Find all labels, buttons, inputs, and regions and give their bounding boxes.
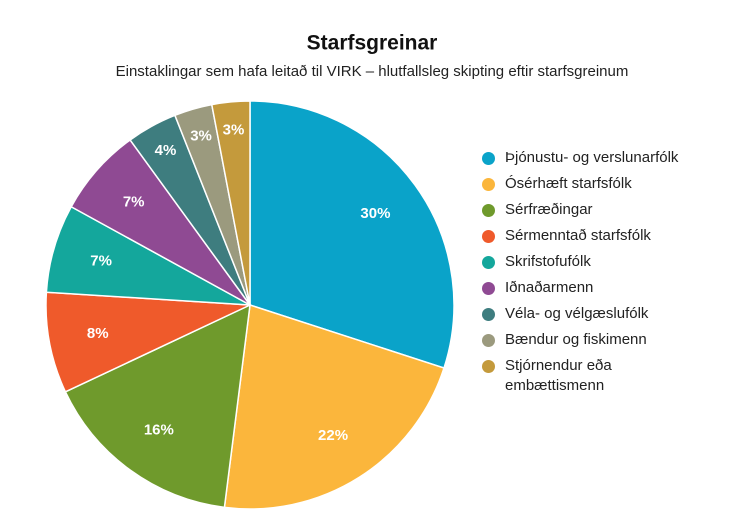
legend-item: Þjónustu- og verslunarfólk: [482, 148, 712, 168]
data-label: 7%: [90, 253, 112, 270]
legend-swatch: [482, 230, 495, 243]
data-label: 8%: [87, 325, 109, 342]
legend-swatch: [482, 334, 495, 347]
legend-swatch: [482, 282, 495, 295]
legend-swatch: [482, 178, 495, 191]
legend-swatch: [482, 360, 495, 373]
pie-slice: [249, 100, 455, 369]
data-label: 7%: [123, 193, 145, 210]
legend-label: Sérfræðingar: [505, 201, 593, 218]
pie-slice: [64, 303, 251, 509]
data-label: 22%: [318, 427, 348, 444]
legend-swatch: [482, 256, 495, 269]
legend-item: Véla- og vélgæslufólk: [482, 304, 712, 324]
data-label: 30%: [360, 205, 390, 222]
legend-item: Iðnaðarmenn: [482, 278, 712, 298]
legend-item: Skrifstofufólk: [482, 252, 712, 272]
legend-item: Ósérhæft starfsfólk: [482, 174, 712, 194]
pie-slice: [223, 304, 445, 510]
legend-label: Skrifstofufólk: [505, 253, 591, 270]
pie-slice: [210, 100, 251, 306]
pie-slice: [45, 291, 251, 393]
legend-swatch: [482, 204, 495, 217]
legend-label: Ósérhæft starfsfólk: [505, 175, 632, 192]
data-label: 16%: [144, 421, 174, 438]
legend-label: Stjórnendur eða embættismenn: [505, 357, 612, 394]
legend-item: Bændur og fiskimenn: [482, 330, 712, 350]
data-label: 3%: [190, 127, 212, 144]
legend-label: Iðnaðarmenn: [505, 279, 594, 296]
legend: Þjónustu- og verslunarfólk Ósérhæft starf…: [482, 148, 712, 402]
legend-item: Sérfræðingar: [482, 200, 712, 220]
data-label: 3%: [223, 121, 245, 138]
legend-item: Stjórnendur eða embættismenn: [482, 356, 712, 396]
legend-swatch: [482, 308, 495, 321]
legend-item: Sérmenntað starfsfólk: [482, 226, 712, 246]
chart-subtitle: Einstaklingar sem hafa leitað til VIRK –…: [116, 63, 629, 80]
data-label: 4%: [155, 142, 177, 159]
legend-label: Þjónustu- og verslunarfólk: [505, 149, 679, 166]
legend-swatch: [482, 152, 495, 165]
legend-label: Bændur og fiskimenn: [505, 331, 647, 348]
chart-title: Starfsgreinar: [307, 32, 438, 55]
legend-label: Véla- og vélgæslufólk: [505, 305, 649, 322]
legend-label: Sérmenntað starfsfólk: [505, 227, 651, 244]
